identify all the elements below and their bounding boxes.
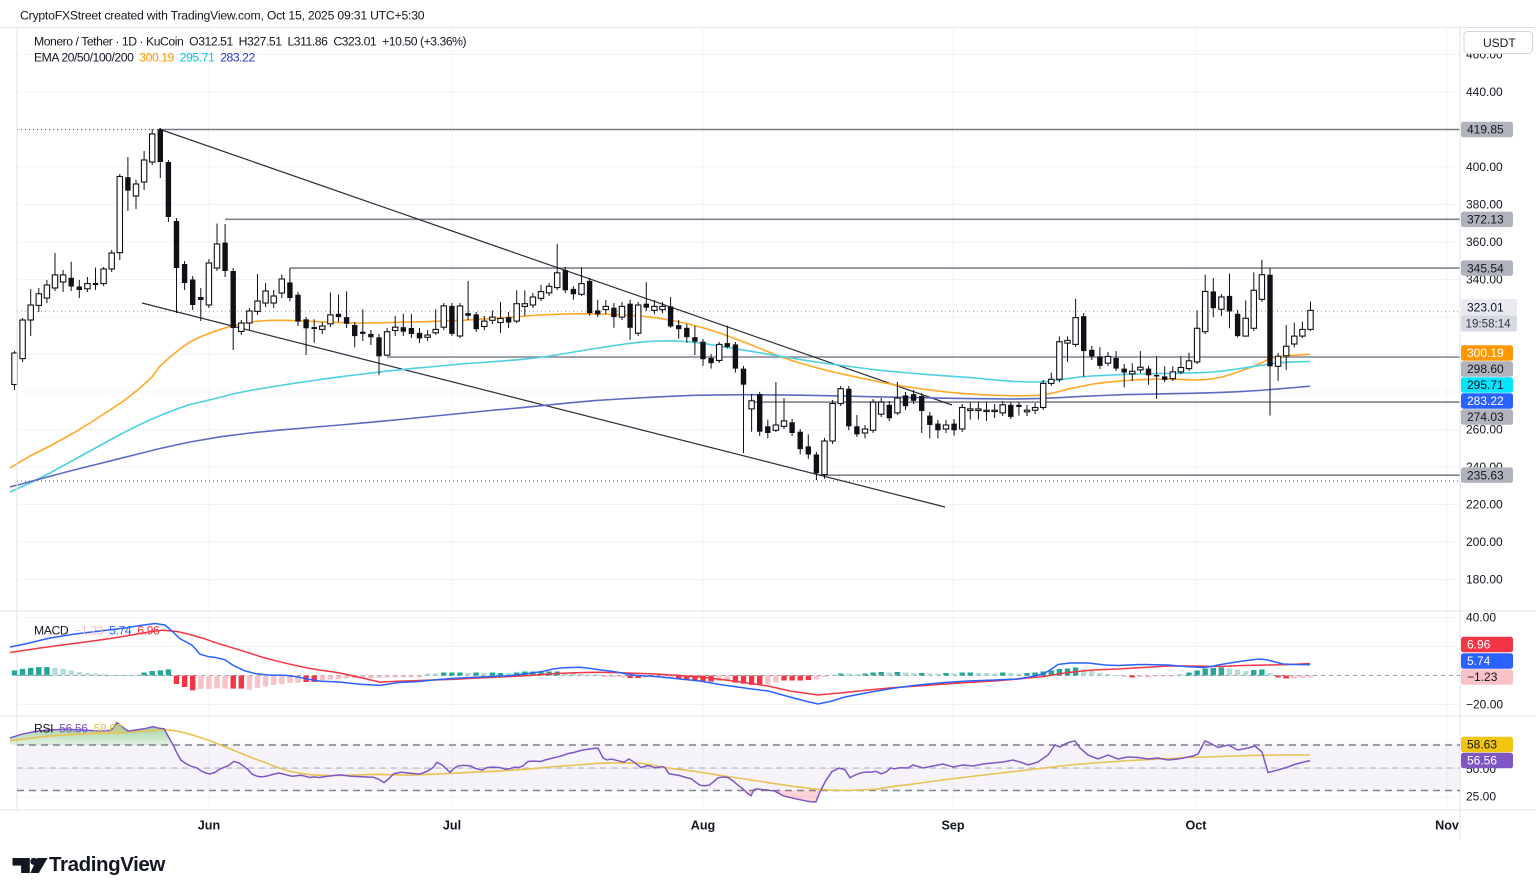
svg-text:200.00: 200.00	[1466, 535, 1503, 549]
svg-text:USDT: USDT	[1483, 36, 1516, 50]
svg-text:Jul: Jul	[443, 819, 461, 833]
svg-text:19:58:14: 19:58:14	[1466, 318, 1512, 331]
svg-text:Jun: Jun	[198, 819, 220, 833]
svg-text:40.00: 40.00	[1466, 611, 1496, 625]
svg-text:235.63: 235.63	[1467, 468, 1504, 482]
svg-text:300.19: 300.19	[1467, 346, 1504, 360]
svg-text:−1.23: −1.23	[1467, 670, 1498, 684]
svg-text:400.00: 400.00	[1466, 160, 1503, 174]
svg-text:Oct: Oct	[1186, 819, 1208, 833]
svg-text:220.00: 220.00	[1466, 498, 1503, 512]
svg-text:25.00: 25.00	[1466, 790, 1496, 804]
svg-text:360.00: 360.00	[1466, 235, 1503, 249]
svg-text:323.01: 323.01	[1467, 301, 1504, 315]
svg-text:Nov: Nov	[1435, 819, 1459, 833]
svg-text:372.13: 372.13	[1467, 213, 1504, 227]
svg-text:RSI 56.56 58.63: RSI 56.56 58.63	[34, 722, 123, 736]
svg-text:CryptoFXStreet created with Tr: CryptoFXStreet created with TradingView.…	[20, 9, 425, 23]
svg-text:58.63: 58.63	[1467, 738, 1497, 752]
svg-text:380.00: 380.00	[1466, 198, 1503, 212]
svg-text:−20.00: −20.00	[1466, 698, 1503, 712]
svg-text:Sep: Sep	[941, 819, 964, 833]
svg-text:419.85: 419.85	[1467, 123, 1504, 137]
svg-text:345.54: 345.54	[1467, 261, 1504, 275]
svg-text:180.00: 180.00	[1466, 573, 1503, 587]
svg-text:283.22: 283.22	[1467, 394, 1504, 408]
svg-text:Monero / Tether · 1D · KuCoin: Monero / Tether · 1D · KuCoin O312.51 H3…	[34, 35, 467, 49]
svg-text:Aug: Aug	[691, 819, 715, 833]
svg-text:56.56: 56.56	[1467, 754, 1497, 768]
svg-text:440.00: 440.00	[1466, 85, 1503, 99]
svg-text:340.00: 340.00	[1466, 273, 1503, 287]
svg-text:EMA 20/50/100/200 300.19 295: EMA 20/50/100/200 300.19 295.71 283.22	[34, 51, 255, 65]
svg-text:MACD −1.23 5.74 6.96: MACD −1.23 5.74 6.96	[34, 624, 160, 638]
svg-text:5.74: 5.74	[1467, 654, 1491, 668]
svg-text:6.96: 6.96	[1467, 638, 1491, 652]
svg-text:298.60: 298.60	[1467, 362, 1504, 376]
svg-text:274.03: 274.03	[1467, 410, 1504, 424]
svg-text:TradingView: TradingView	[49, 853, 165, 876]
svg-text:295.71: 295.71	[1467, 378, 1504, 392]
svg-text:260.00: 260.00	[1466, 423, 1503, 437]
